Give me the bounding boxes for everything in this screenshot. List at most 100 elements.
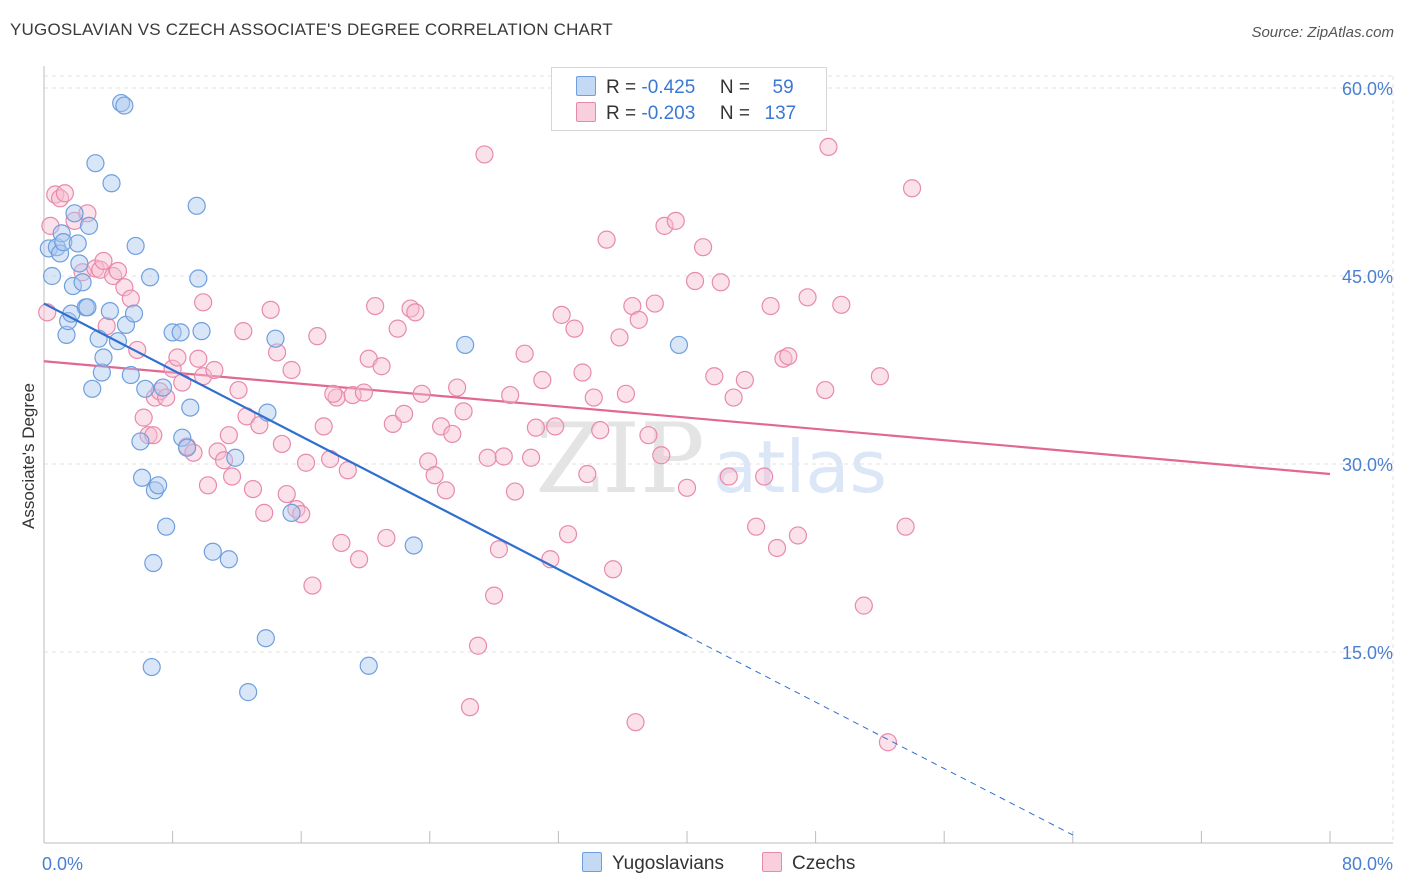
czech-point [616,384,636,403]
yugo-point [124,304,144,323]
legend-r-value: -0.425 [641,77,696,98]
yugo-point [153,378,173,397]
czech-point [412,384,431,403]
czech-point [705,367,724,386]
czech-point [788,526,808,545]
czech-point [173,373,192,392]
x-tick-label: 80.0% [1342,854,1393,874]
czech-point [282,360,301,380]
czech-point [578,464,597,484]
yugo-point [57,325,76,345]
czech-point [597,230,616,249]
czech-point [819,137,838,157]
czech-point [870,367,890,386]
yugo-point [142,657,161,677]
czech-trend [43,360,1331,476]
czech-point [388,319,407,338]
czech-point [229,380,248,400]
czech-point [478,448,497,467]
legend-swatch-czechs [576,102,596,122]
czech-trend-line [43,360,1331,476]
czech-point [377,528,396,548]
y-tick-label: 15.0% [1342,643,1393,663]
yugo-point [100,301,120,321]
czech-point [755,467,774,486]
legend-n-value: 59 [772,77,794,98]
czech-point [666,211,685,230]
legend-swatch-yugoslavians [576,76,596,96]
czech-point [610,328,629,347]
y-axis-title: Associate's Degree [19,383,38,529]
yugo-point [173,428,192,447]
czech-point [896,517,915,536]
czech-points [38,137,922,752]
czech-point [767,538,787,558]
czech-point [854,596,873,615]
yugo-point [456,335,475,355]
czech-point [332,533,351,553]
czech-point [639,426,658,445]
czech-point [591,421,610,440]
czech-point [292,505,311,524]
czech-point [157,388,176,407]
czech-point [394,404,414,423]
czech-point [115,278,134,297]
yugo-point [78,298,97,317]
yugo-point [54,233,73,252]
czech-point [277,484,296,504]
czech-point [255,503,274,522]
czech-point [645,294,664,313]
axes [43,66,1393,844]
legend-r-label: R = [606,103,637,124]
czech-point [816,380,835,400]
yugo-point [669,335,689,355]
yugo-point [73,273,92,292]
legend-n-value: 137 [764,103,797,124]
czech-point [243,479,263,499]
yugo-point [68,234,87,253]
czech-point [372,357,391,376]
czech-point [436,481,455,500]
yugo-point [171,323,190,342]
czech-point [354,383,373,402]
czech-point [779,347,798,366]
czech-point [55,184,74,203]
czech-point [552,305,571,324]
y-tick-label: 60.0% [1342,79,1393,99]
yugo-point [131,432,150,451]
czech-point [50,189,70,208]
czech-point [321,449,340,469]
yugo-point [132,468,152,487]
czech-point [735,370,754,390]
czech-point [573,363,592,382]
czech-point [558,525,578,544]
yugo-point [192,322,211,341]
yugo-point [181,398,200,417]
watermark-zip: ZIP [535,403,704,515]
yugo-point [144,553,163,573]
yugo-point [256,629,275,648]
czech-point [104,266,123,286]
czech-point [494,447,513,466]
yugo-trend-extension [686,635,1074,836]
yugo-point [126,236,145,256]
yugo-point [282,503,301,522]
yugo-point [70,254,89,273]
yugo-point [359,656,378,675]
czech-point [565,319,584,338]
czech-point [94,251,113,271]
yugo-point [145,481,165,500]
czech-point [108,261,128,281]
yugo-point [404,536,423,555]
czech-point [761,296,780,316]
legend-item-czechs: Czechs [762,852,855,875]
yugo-point [83,379,102,398]
chart-title: YUGOSLAVIAN VS CZECH ASSOCIATE'S DEGREE … [10,20,613,39]
czech-point [448,378,467,397]
yugo-point [121,365,140,385]
series-legend: Yugoslavians Czechs [0,852,1406,878]
watermark: ZIP atlas [535,403,887,515]
legend-n-label: N = [719,77,750,98]
czech-point [366,296,385,316]
tick-labels: 15.0% 30.0% 45.0% 60.0% 0.0% 80.0% [42,79,1393,874]
